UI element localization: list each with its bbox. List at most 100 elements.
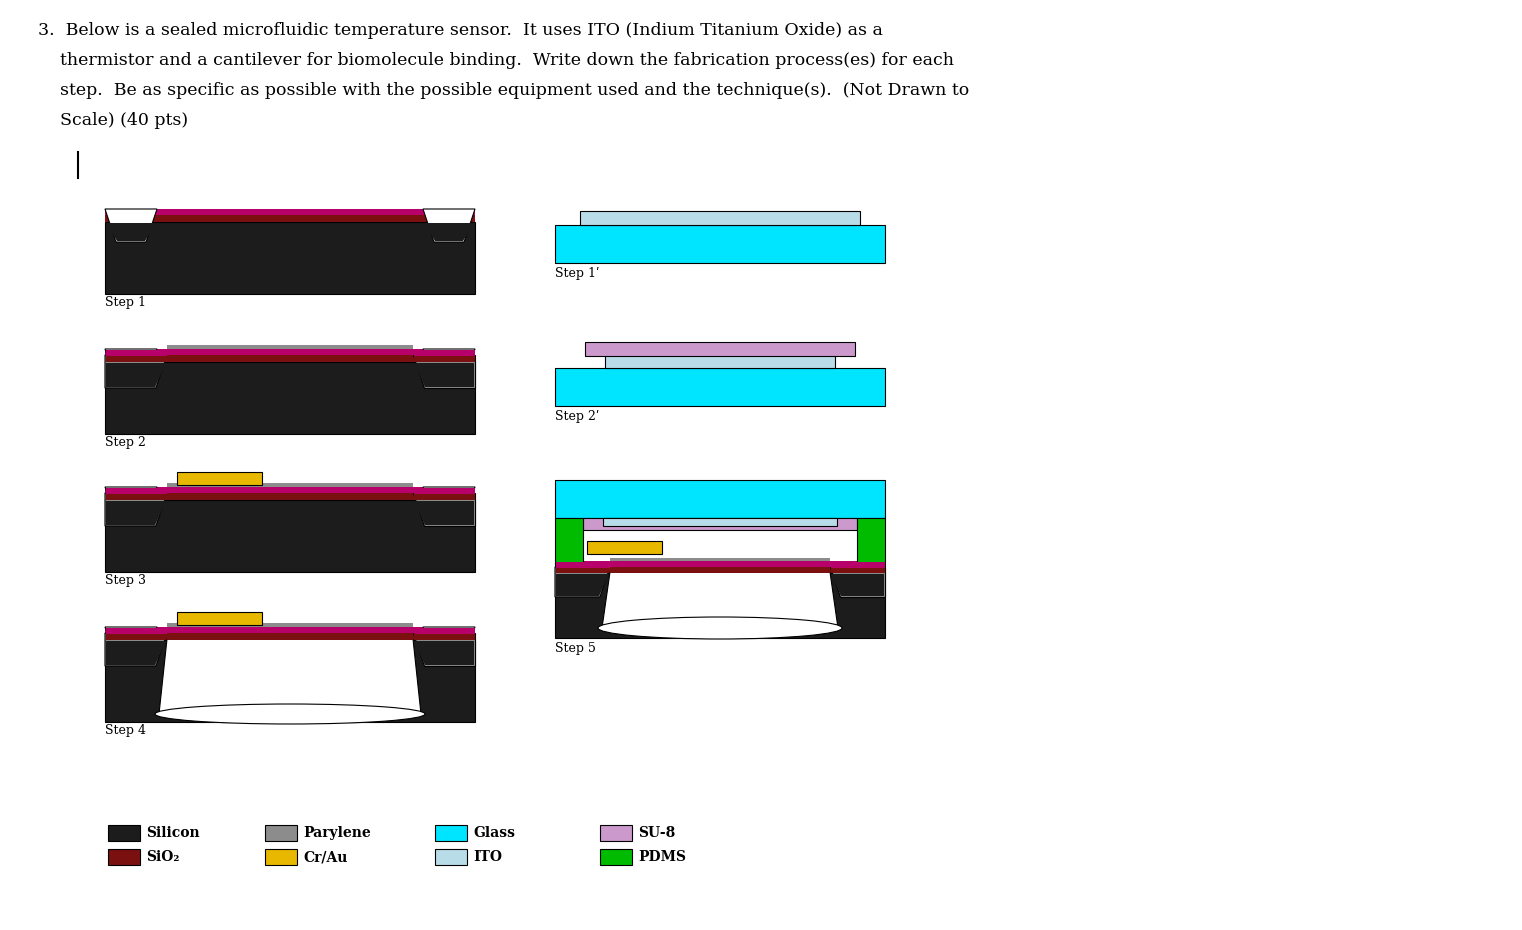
Bar [265,849,297,865]
Text: PDMS: PDMS [638,850,686,864]
Bar [587,541,662,554]
Bar [167,633,412,640]
Text: SiO₂: SiO₂ [146,850,180,864]
Polygon shape [556,574,609,596]
Bar [108,825,140,841]
Polygon shape [423,349,475,382]
Bar [177,612,262,625]
Polygon shape [425,363,473,381]
Polygon shape [105,349,157,382]
Polygon shape [423,209,475,242]
Polygon shape [158,639,422,714]
Polygon shape [423,487,475,520]
Bar [603,518,837,526]
Polygon shape [423,627,475,660]
Bar [583,518,857,530]
Bar [105,633,475,640]
Text: ITO: ITO [473,850,502,864]
Text: Step 3: Step 3 [105,574,146,587]
Text: SU-8: SU-8 [638,826,676,840]
Bar [556,573,884,638]
Polygon shape [105,493,167,526]
Polygon shape [105,627,157,660]
Bar [556,518,583,573]
Bar [105,640,475,722]
Bar [610,558,829,569]
Bar [610,561,829,567]
Bar [831,568,884,573]
Bar [414,350,475,356]
Text: Step 1ʹ: Step 1ʹ [556,267,600,280]
Bar [107,350,167,356]
Bar [600,849,632,865]
Bar [107,634,167,640]
Text: Step 2ʹ: Step 2ʹ [556,410,600,423]
Polygon shape [107,641,155,659]
Ellipse shape [155,704,425,724]
Bar [556,567,884,573]
Polygon shape [556,567,610,597]
Bar [831,562,884,568]
Text: thermistor and a cantilever for biomolecule binding.  Write down the fabrication: thermistor and a cantilever for biomolec… [38,52,954,69]
Text: Silicon: Silicon [146,826,199,840]
Polygon shape [425,501,473,519]
Polygon shape [412,493,475,526]
Text: Step 4: Step 4 [105,724,146,737]
Bar [105,627,475,633]
Bar [610,567,829,573]
Bar [265,825,297,841]
Bar [167,493,412,500]
Text: step.  Be as specific as possible with the possible equipment used and the techn: step. Be as specific as possible with th… [38,82,970,99]
Bar [105,222,475,294]
Bar [107,356,167,362]
Bar [414,356,475,362]
Polygon shape [107,641,166,665]
Ellipse shape [598,617,842,639]
Bar [105,209,475,215]
Polygon shape [107,363,166,387]
Bar [600,825,632,841]
Bar [414,628,475,634]
Bar [556,368,884,406]
Text: Step 5: Step 5 [556,642,597,655]
Text: Glass: Glass [473,826,514,840]
Bar [105,349,475,355]
Polygon shape [105,355,167,388]
Polygon shape [414,641,473,665]
Bar [107,628,167,634]
Polygon shape [412,633,475,666]
Bar [107,488,167,494]
Bar [167,487,412,493]
Polygon shape [831,574,884,596]
Bar [556,568,610,573]
Bar [606,354,836,368]
Bar [556,562,610,568]
Text: Cr/Au: Cr/Au [303,850,347,864]
Polygon shape [829,567,884,597]
Polygon shape [414,501,473,525]
Bar [105,493,475,500]
Bar [167,627,412,633]
Bar [435,849,467,865]
Bar [167,355,412,362]
Bar [556,480,884,518]
Bar [857,518,884,573]
Polygon shape [107,223,155,241]
Text: Parylene: Parylene [303,826,371,840]
Polygon shape [425,223,473,241]
Bar [105,215,475,222]
Bar [414,494,475,500]
Bar [105,355,475,362]
Bar [556,225,884,263]
Bar [556,561,884,567]
Polygon shape [412,355,475,388]
Bar [177,472,262,485]
Bar [108,849,140,865]
Bar [167,345,412,357]
Polygon shape [603,572,839,628]
Polygon shape [105,633,167,666]
Bar [580,211,860,225]
Polygon shape [107,501,166,525]
Polygon shape [105,209,157,242]
Text: Step 1: Step 1 [105,296,146,309]
